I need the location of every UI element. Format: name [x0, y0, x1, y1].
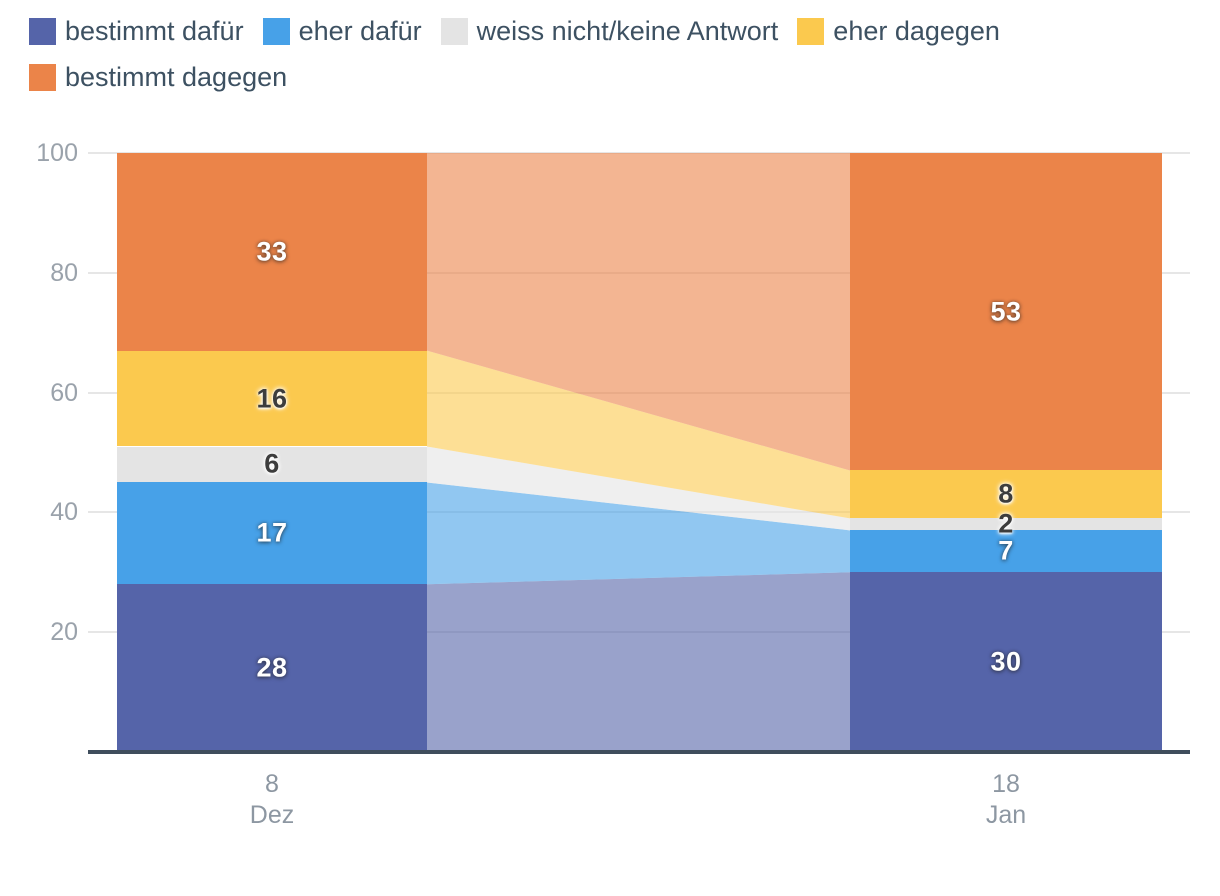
legend-item-bestimmt-dagegen: bestimmt dagegen	[29, 63, 287, 92]
bar-1-segment-bestimmt-daf-r	[850, 572, 1162, 752]
x-axis-label-line1: 18	[992, 770, 1020, 798]
legend-item-label: eher dagegen	[833, 16, 1000, 46]
value-label-weiss-nicht-keine-antwort-0: 6	[264, 448, 280, 479]
value-label-bestimmt-dagegen-0: 33	[256, 236, 288, 267]
legend-swatch-icon	[262, 18, 290, 45]
chart-legend: bestimmt dafür eher dafür weiss nicht/kein…	[29, 17, 1194, 92]
y-axis-tick-label: 80	[50, 258, 78, 287]
y-axis-tick-label: 40	[50, 498, 78, 527]
band-bestimmt-dagegen	[427, 153, 850, 471]
x-axis-label-line1: 8	[265, 770, 279, 798]
value-label-bestimmt-dagegen-1: 53	[990, 296, 1022, 327]
band-eher-dagegen	[427, 350, 850, 519]
legend-item-label: weiss nicht/keine Antwort	[476, 16, 779, 46]
legend-item-bestimmt-daf-r: bestimmt dafür	[29, 17, 244, 46]
value-label-eher-dagegen-1: 8	[998, 478, 1014, 509]
legend-item-weiss-nicht-keine-antwort: weiss nicht/keine Antwort	[440, 16, 779, 46]
band-weiss-nicht-keine-antwort	[427, 446, 850, 531]
x-axis-label-8-dez: 8 Dez	[197, 769, 347, 831]
legend-swatch-icon	[29, 18, 56, 45]
band-eher-daf-r	[427, 482, 850, 585]
legend-item-label: eher dafür	[298, 16, 422, 46]
legend-item-label: bestimmt dafür	[65, 16, 244, 46]
value-label-weiss-nicht-keine-antwort-1: 2	[998, 508, 1014, 539]
legend-swatch-icon	[797, 18, 825, 45]
bar-1-segment-eher-daf-r	[850, 530, 1162, 573]
band-bestimmt-daf-r	[427, 572, 850, 752]
bar-0-segment-eher-daf-r	[117, 482, 427, 585]
x-axis-line	[88, 750, 1190, 754]
value-label-eher-dagegen-0: 16	[256, 383, 288, 414]
legend-item-eher-daf-r: eher dafür	[262, 16, 422, 46]
x-axis-label-18-jan: 18 Jan	[931, 769, 1081, 831]
legend-item-eher-dagegen: eher dagegen	[797, 17, 1000, 46]
value-label-bestimmt-daf-r-0: 28	[256, 652, 288, 683]
x-axis-label-line2: Jan	[985, 801, 1027, 829]
y-axis-tick-label: 60	[50, 378, 78, 407]
value-label-eher-daf-r-0: 17	[256, 517, 288, 548]
bar-0-segment-bestimmt-daf-r	[117, 584, 427, 752]
legend-item-label: bestimmt dagegen	[65, 62, 288, 92]
bar-0-segment-eher-dagegen	[117, 350, 427, 447]
x-axis-label-line2: Dez	[249, 801, 295, 829]
connector-bands	[427, 153, 850, 752]
y-axis-tick-label: 100	[36, 139, 78, 167]
y-axis-tick-label: 20	[50, 618, 78, 647]
legend-swatch-icon	[29, 64, 56, 91]
legend-swatch-icon	[440, 18, 468, 45]
value-label-eher-daf-r-1: 7	[998, 535, 1014, 566]
bar-1-segment-weiss-nicht-keine-antwort	[850, 518, 1162, 531]
bar-0-segment-weiss-nicht-keine-antwort	[117, 446, 427, 483]
value-label-bestimmt-daf-r-1: 30	[990, 646, 1022, 677]
bar-1-segment-bestimmt-dagegen	[850, 153, 1162, 471]
bar-1-segment-eher-dagegen	[850, 470, 1162, 519]
bar-0-segment-bestimmt-dagegen	[117, 153, 427, 351]
